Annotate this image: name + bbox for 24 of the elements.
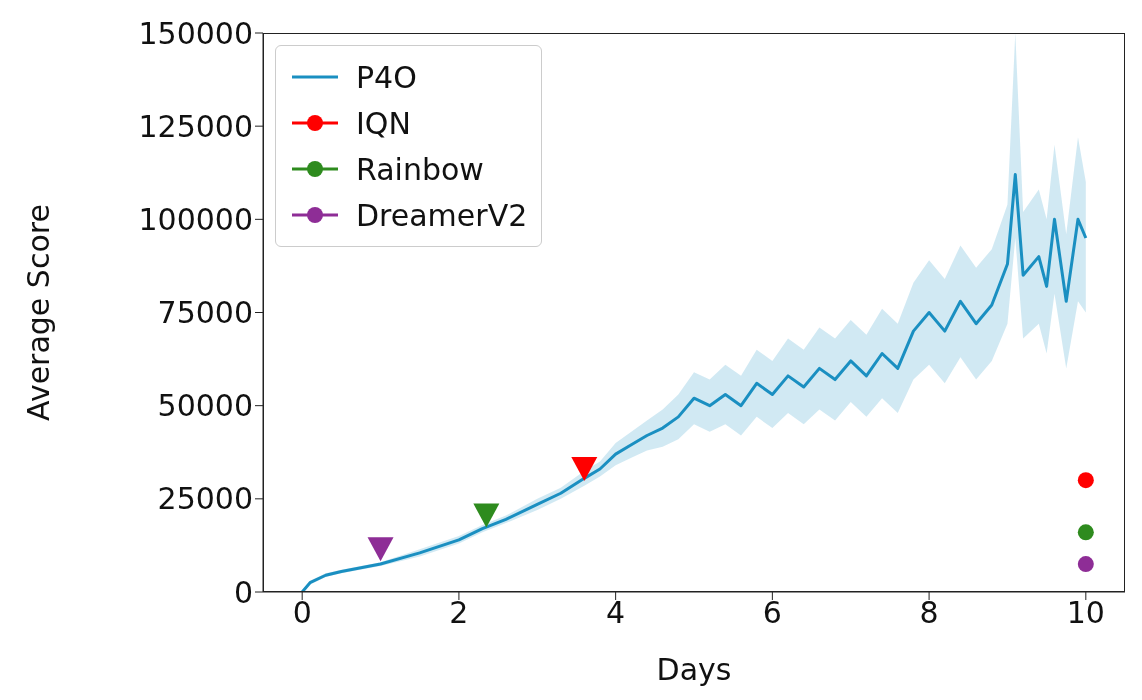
y-tick-label: 100000 xyxy=(138,201,253,237)
point xyxy=(571,457,598,482)
x-tick-label: 4 xyxy=(606,595,626,631)
y-tick-label: 75000 xyxy=(157,295,253,331)
legend-label: DreamerV2 xyxy=(356,197,528,233)
x-axis-title: Days xyxy=(656,652,732,687)
y-tick-label: 125000 xyxy=(138,108,253,144)
x-tick-label: 10 xyxy=(1066,595,1105,631)
y-axis-title: Average Score xyxy=(20,204,56,421)
x-tick-label: 6 xyxy=(762,595,782,631)
x-tick-label: 0 xyxy=(292,595,312,631)
x-tick-label: 2 xyxy=(449,595,469,631)
y-tick-label: 25000 xyxy=(157,481,253,517)
x-tick-label: 8 xyxy=(919,595,939,631)
point xyxy=(473,503,500,528)
legend-label: Rainbow xyxy=(356,151,484,187)
y-tick-label: 150000 xyxy=(138,15,253,51)
legend-label: IQN xyxy=(356,105,411,141)
legend-label: P4O xyxy=(356,59,417,95)
point xyxy=(1077,524,1094,541)
y-tick-label: 50000 xyxy=(157,388,253,424)
point xyxy=(1077,556,1094,573)
point xyxy=(367,537,394,562)
point xyxy=(1077,472,1094,489)
